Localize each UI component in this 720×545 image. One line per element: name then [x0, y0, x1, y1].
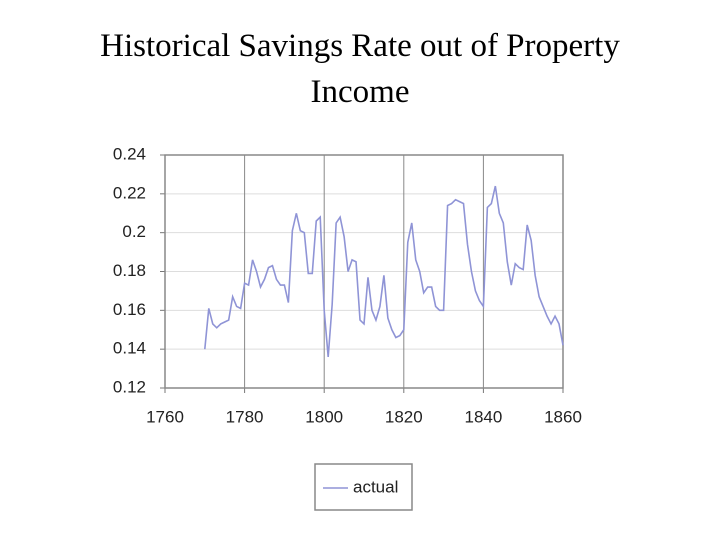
x-tick-label: 1760 — [146, 407, 184, 426]
y-tick-label: 0.14 — [113, 339, 146, 358]
y-tick-label: 0.24 — [113, 144, 146, 163]
x-tick-label: 1800 — [305, 407, 343, 426]
x-tick-label: 1820 — [385, 407, 423, 426]
y-tick-label: 0.12 — [113, 377, 146, 396]
legend-label: actual — [353, 477, 398, 496]
y-tick-label: 0.18 — [113, 261, 146, 280]
y-tick-label: 0.22 — [113, 183, 146, 202]
x-tick-label: 1780 — [226, 407, 264, 426]
data-line — [204, 185, 564, 357]
y-tick-label: 0.16 — [113, 300, 146, 319]
plot-frame — [164, 154, 564, 389]
chart-title: Historical Savings Rate out of Property I… — [100, 28, 620, 110]
x-tick-label: 1840 — [464, 407, 502, 426]
x-tick-label: 1860 — [544, 407, 582, 426]
y-tick-label: 0.2 — [122, 222, 146, 241]
legend-box — [314, 463, 413, 511]
